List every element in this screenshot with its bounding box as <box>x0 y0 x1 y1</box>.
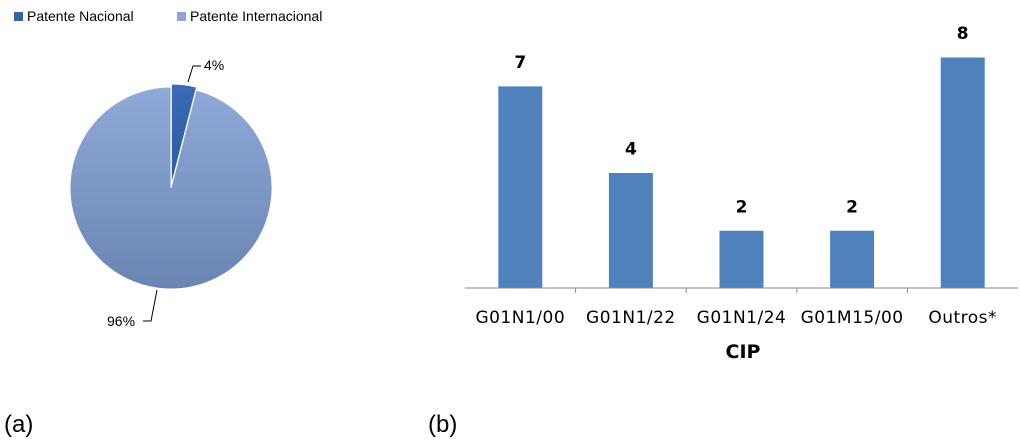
panel-label-a: (a) <box>4 411 33 438</box>
bar-4 <box>829 229 876 289</box>
bar-chart: 7 4 2 2 8 G01N1/00 G01N1/22 G01N1/24 G01M15/00 O… <box>465 24 1018 363</box>
bar-value-label-1: 7 <box>514 53 526 73</box>
legend-label-internacional: Patente Internacional <box>190 8 322 24</box>
bar-1 <box>497 85 544 289</box>
legend-swatch-nacional <box>14 12 23 21</box>
bar-value-label-4: 2 <box>846 197 858 217</box>
bar-3 <box>718 229 765 289</box>
x-tick-label-5: Outros* <box>928 308 997 328</box>
bar-series: 7 4 2 2 8 <box>497 24 986 289</box>
x-axis-title: CIP <box>726 341 761 363</box>
bar-5 <box>939 56 986 289</box>
pie-label-nacional: 4% <box>204 57 224 73</box>
pie-label-internacional: 96% <box>107 313 135 329</box>
x-tick-label-3: G01N1/24 <box>697 308 787 328</box>
legend-label-nacional: Patente Nacional <box>27 8 134 24</box>
bar-value-label-5: 8 <box>957 24 969 44</box>
pie-chart: Patente Nacional Patente Internacional 4… <box>14 8 322 329</box>
x-axis-ticks: G01N1/00 G01N1/22 G01N1/24 G01M15/00 Outros* <box>475 288 997 328</box>
legend-swatch-internacional <box>177 12 186 21</box>
pie-slice-nacional <box>170 83 198 186</box>
pie-legend: Patente Nacional Patente Internacional <box>14 8 322 24</box>
x-tick-label-1: G01N1/00 <box>475 308 565 328</box>
bar-value-label-3: 2 <box>736 197 748 217</box>
bar-value-label-2: 4 <box>625 140 637 160</box>
leader-line-4pct <box>187 65 201 83</box>
pie-slices <box>69 83 273 290</box>
leader-line-96pct <box>143 289 158 322</box>
bar-2 <box>607 172 654 289</box>
x-tick-label-4: G01M15/00 <box>801 308 904 328</box>
x-tick-label-2: G01N1/22 <box>586 308 676 328</box>
panel-label-b: (b) <box>428 411 457 438</box>
pie-slice-internacional <box>69 86 273 290</box>
